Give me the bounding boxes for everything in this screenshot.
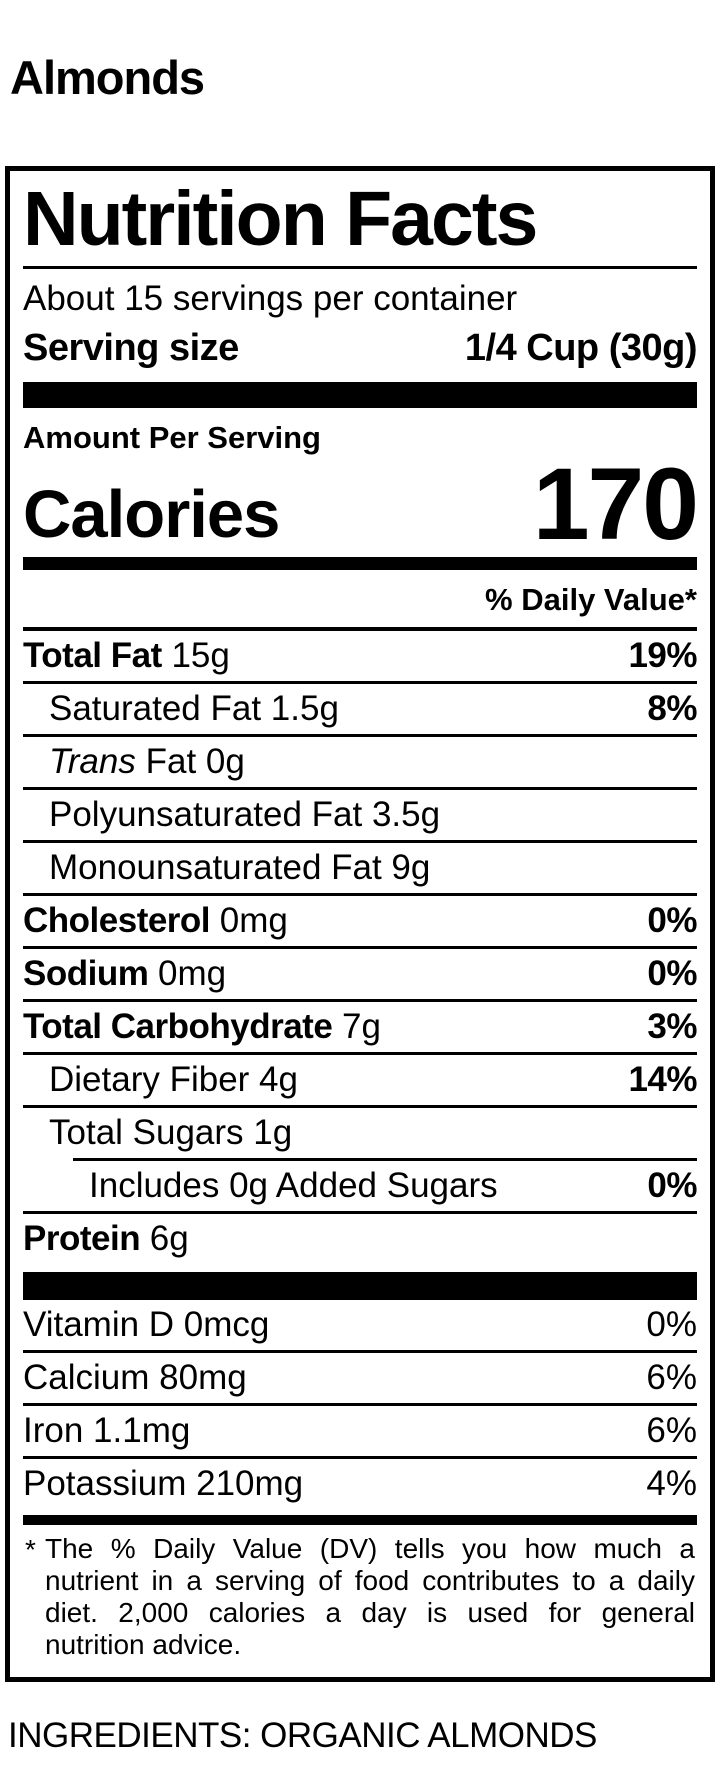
calories-value: 170 [532, 447, 699, 562]
nutrient-name: Calcium 80mg [23, 1357, 247, 1397]
daily-value-percent: 0% [646, 1304, 697, 1344]
vitamin-row-iron: Iron 1.1mg 6% [23, 1402, 697, 1456]
label-title: Nutrition Facts [23, 175, 538, 262]
nutrient-name-italic: Trans [49, 741, 136, 781]
nutrient-amount: 0mg [210, 900, 288, 940]
nutrient-name: Polyunsaturated Fat 3.5g [49, 794, 441, 834]
nutrient-name: Monounsaturated Fat 9g [49, 847, 431, 887]
vitamin-row-calcium: Calcium 80mg 6% [23, 1349, 697, 1403]
serving-size-label: Serving size [23, 326, 239, 369]
daily-value-header: % Daily Value* [23, 570, 697, 631]
nutrient-row-trans-fat: Trans Fat 0g [23, 733, 697, 787]
nutrient-name: Potassium 210mg [23, 1463, 304, 1503]
nutrient-name: Saturated Fat 1.5g [49, 688, 339, 728]
daily-value-footnote: * The % Daily Value (DV) tells you how m… [23, 1525, 697, 1668]
nutrient-row-saturated-fat: Saturated Fat 1.5g 8% [23, 680, 697, 734]
calories-label: Calories [23, 477, 280, 553]
title-divider [23, 265, 697, 269]
nutrient-row-monounsaturated-fat: Monounsaturated Fat 9g [23, 839, 697, 893]
nutrient-row-total-sugars: Total Sugars 1g [23, 1104, 697, 1158]
nutrient-name: Iron 1.1mg [23, 1410, 191, 1450]
medium-divider-bar [23, 556, 697, 570]
nutrient-name: Vitamin D 0mcg [23, 1304, 270, 1344]
calories-row: Calories 170 [23, 447, 699, 562]
nutrient-amount: 0mg [148, 953, 227, 993]
daily-value-percent: 19% [628, 635, 697, 675]
nutrient-name: Total Fat [23, 635, 162, 675]
daily-value-percent: 0% [647, 900, 697, 940]
daily-value-percent: 6% [646, 1357, 697, 1397]
daily-value-percent: 0% [647, 1165, 697, 1205]
nutrient-row-total-fat: Total Fat 15g 19% [23, 631, 697, 681]
nutrient-name: Includes 0g Added Sugars [89, 1165, 498, 1205]
nutrient-name: Total Carbohydrate [23, 1006, 333, 1046]
vitamin-row-potassium: Potassium 210mg 4% [23, 1455, 697, 1509]
amount-per-serving-label: Amount Per Serving [23, 419, 321, 455]
daily-value-percent: 0% [647, 953, 697, 993]
vitamin-row-vitamin-d: Vitamin D 0mcg 0% [23, 1300, 697, 1350]
nutrient-row-total-carbohydrate: Total Carbohydrate 7g 3% [23, 998, 697, 1052]
nutrient-name: Sodium [23, 953, 149, 993]
nutrient-row-added-sugars: Includes 0g Added Sugars 0% [73, 1157, 697, 1211]
footnote-divider-bar [23, 1514, 697, 1525]
nutrient-name: Total Sugars 1g [49, 1112, 293, 1152]
nutrient-amount: 7g [332, 1006, 381, 1046]
nutrient-amount: 6g [140, 1218, 189, 1258]
nutrient-amount: 15g [161, 635, 230, 675]
daily-value-percent: 4% [646, 1463, 697, 1503]
daily-value-percent: 6% [646, 1410, 697, 1450]
serving-size-value: 1/4 Cup (30g) [464, 326, 698, 369]
ingredients-statement: INGREDIENTS: ORGANIC ALMONDS [8, 1716, 597, 1756]
nutrient-name: Dietary Fiber 4g [49, 1059, 298, 1099]
nutrient-row-dietary-fiber: Dietary Fiber 4g 14% [23, 1051, 697, 1105]
nutrient-row-polyunsaturated-fat: Polyunsaturated Fat 3.5g [23, 786, 697, 840]
nutrient-row-sodium: Sodium 0mg 0% [23, 945, 697, 999]
nutrient-name: Protein [23, 1218, 141, 1258]
daily-value-percent: 8% [647, 688, 697, 728]
servings-per-container: About 15 servings per container [23, 278, 518, 318]
daily-value-percent: 3% [647, 1006, 697, 1046]
nutrient-amount: Fat 0g [135, 741, 245, 781]
nutrition-facts-label: Nutrition Facts About 15 servings per co… [5, 165, 715, 1683]
thick-divider-bar [23, 381, 697, 408]
thick-divider-bar [23, 1271, 697, 1300]
nutrient-row-protein: Protein 6g [23, 1210, 697, 1264]
daily-value-percent: 14% [628, 1059, 697, 1099]
product-title: Almonds [10, 51, 205, 104]
nutrient-row-cholesterol: Cholesterol 0mg 0% [23, 892, 697, 946]
nutrient-name: Cholesterol [23, 900, 211, 940]
footnote-asterisk: * [25, 1533, 36, 1565]
serving-size-row: Serving size 1/4 Cup (30g) [23, 316, 698, 382]
footnote-text: The % Daily Value (DV) tells you how muc… [45, 1532, 695, 1661]
